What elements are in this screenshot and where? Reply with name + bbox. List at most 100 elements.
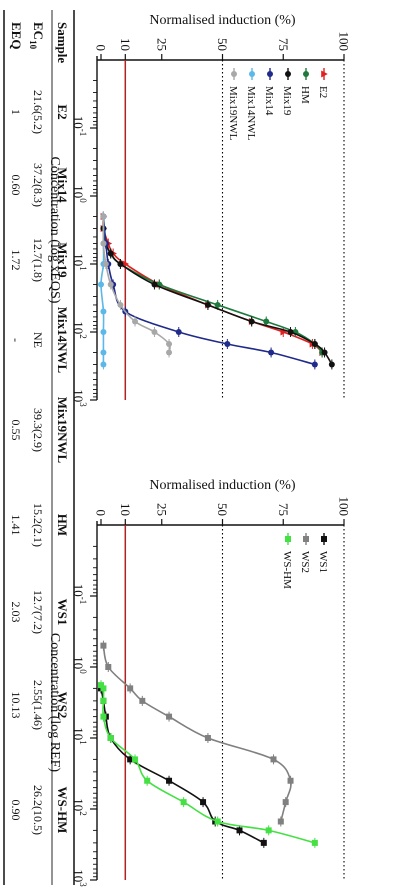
- legend-marker: [321, 536, 327, 542]
- legend: E2 HM Mix19 Mix14 Mix14NWL Mix19NWL: [227, 68, 329, 141]
- table-row-label: EC10: [28, 22, 46, 50]
- data-point: [107, 735, 114, 741]
- table-cell: 1: [9, 109, 23, 115]
- data-point: [132, 756, 139, 763]
- data-point: [282, 799, 289, 806]
- legend-marker: [285, 536, 291, 542]
- table-header-sample: Sample: [55, 22, 70, 63]
- x-tick-exponent: 1: [78, 740, 88, 745]
- legend-marker: [303, 71, 309, 77]
- y-axis-label: Normalised induction (%): [149, 478, 296, 493]
- y-tick-label: 25: [154, 503, 169, 516]
- data-point: [263, 318, 270, 325]
- data-point: [117, 301, 124, 308]
- data-point: [311, 340, 318, 347]
- data-point: [214, 301, 221, 308]
- data-point: [151, 281, 158, 288]
- y-tick-label: 0: [94, 510, 109, 517]
- legend-marker: [231, 71, 237, 77]
- data-point: [204, 301, 211, 308]
- legend-label: HM: [299, 86, 311, 104]
- x-tick-exponent: 2: [78, 334, 88, 339]
- legend-label: Mix14NWL: [245, 86, 257, 141]
- y-tick-label: 25: [154, 38, 169, 51]
- chart-ref: 0 10 25 50 75 10010-1100101102103Concentratio…: [47, 478, 352, 887]
- table-cell: 37.2(8.3): [31, 163, 45, 207]
- y-tick-label: 100: [337, 497, 352, 517]
- data-point: [102, 261, 109, 267]
- table-header-mix14nwl: Mix14NWL: [55, 307, 70, 374]
- y-tick-label: 10: [118, 503, 133, 516]
- data-point: [100, 361, 107, 368]
- y-tick-label: 10: [118, 38, 133, 51]
- series-ws1: [98, 683, 267, 848]
- x-tick-exponent: -1: [78, 597, 88, 605]
- table-header-e2: E2: [55, 104, 70, 119]
- data-point: [139, 697, 146, 704]
- data-point: [321, 349, 328, 356]
- table-row-label-sub: 10: [28, 40, 38, 50]
- x-tick-exponent: 3: [78, 402, 88, 407]
- data-point: [328, 361, 335, 368]
- series-mix14: [100, 211, 318, 370]
- data-point: [287, 777, 294, 784]
- x-tick-exponent: 2: [78, 811, 88, 816]
- table-row-label-main: EC: [31, 22, 46, 40]
- y-tick-label: 75: [276, 503, 291, 516]
- legend-label: Mix14: [263, 86, 275, 116]
- series-curve-ws1: [100, 688, 265, 844]
- table-header-ws1: WS1: [55, 599, 70, 626]
- data-point: [100, 329, 107, 335]
- legend-marker: [321, 70, 328, 78]
- data-point: [265, 827, 272, 834]
- table-cell: 10.13: [9, 692, 23, 719]
- legend-label: E2: [317, 86, 329, 98]
- y-tick-label: 100: [337, 32, 352, 52]
- table-cell: 2.03: [9, 602, 23, 623]
- series-curve-mix14: [102, 216, 316, 366]
- data-point: [311, 361, 318, 368]
- table-cell: 12.7(7.2): [31, 590, 45, 634]
- data-point: [236, 827, 243, 834]
- data-point: [100, 240, 107, 247]
- series-e2: [100, 211, 326, 358]
- table-cell: 21.6(5.2): [31, 90, 45, 134]
- table-cell: 1.72: [9, 250, 23, 271]
- data-point: [107, 281, 114, 288]
- legend-label: Mix19: [281, 86, 293, 116]
- series-curve-ws2: [102, 645, 292, 822]
- legend-marker: [267, 71, 273, 77]
- ec10-eeq-table: Sample E2 Mix14 Mix19 Mix14NWL Mix19NWL HM WS1 W…: [3, 10, 75, 885]
- data-point: [100, 697, 107, 704]
- data-point: [151, 329, 158, 335]
- data-point: [100, 713, 107, 720]
- y-tick-label: 0: [94, 45, 109, 52]
- data-point: [311, 839, 318, 846]
- data-point: [100, 349, 107, 356]
- legend-marker: [285, 71, 291, 77]
- y-axis-label: Normalised induction (%): [149, 13, 296, 28]
- data-point: [166, 340, 173, 347]
- y-tick-label: 50: [215, 38, 230, 51]
- series-mix19: [100, 211, 335, 370]
- x-tick-exponent: -1: [78, 129, 88, 137]
- table-cell: 0.55: [9, 420, 23, 441]
- y-tick-label: 75: [276, 38, 291, 51]
- data-point: [98, 281, 104, 288]
- legend: WS1 WS2 WS-HM: [281, 533, 329, 589]
- data-point: [268, 349, 275, 356]
- data-point: [214, 818, 221, 825]
- data-point: [277, 818, 284, 825]
- data-point: [270, 756, 277, 763]
- legend-label: WS-HM: [281, 551, 293, 589]
- data-point: [204, 735, 211, 741]
- legend-marker: [249, 71, 255, 77]
- data-point: [248, 318, 255, 325]
- table-row-label-main: EEQ: [9, 22, 24, 49]
- y-tick-label: 50: [215, 503, 230, 516]
- table-cell: NE: [31, 332, 45, 348]
- table-cell: 0.60: [9, 175, 23, 196]
- series-mix19nwl: [100, 211, 173, 358]
